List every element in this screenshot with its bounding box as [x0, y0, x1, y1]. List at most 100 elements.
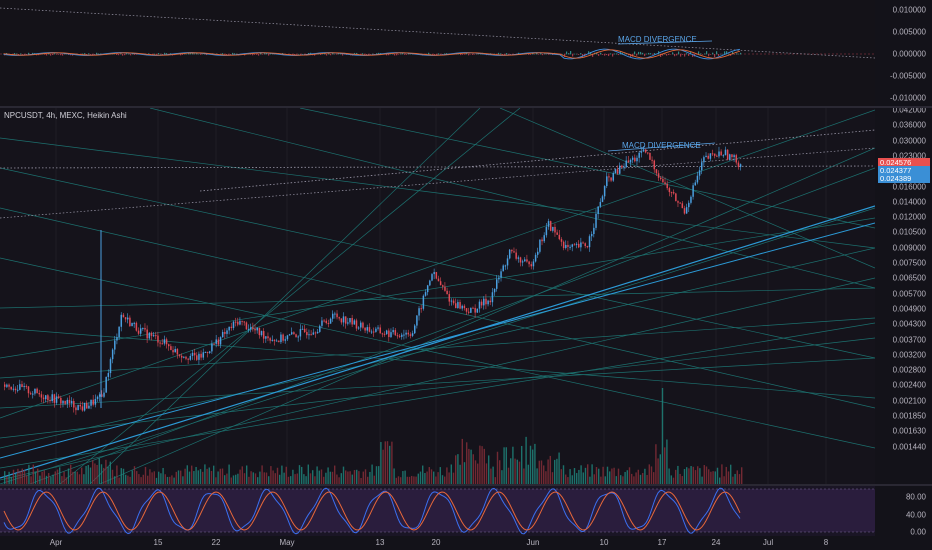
macd-bar — [398, 54, 400, 55]
volume-bar — [85, 465, 87, 484]
time-axis[interactable]: Apr 15 22 May 13 20 Jun 10 17 24 Jul 8 — [0, 536, 932, 550]
stochastic-axis[interactable]: 80.00 40.00 0.00 — [875, 486, 932, 536]
macd-bar — [622, 52, 624, 55]
pane-divider[interactable] — [0, 106, 932, 108]
macd-divergence-line — [617, 40, 713, 45]
time-tick-label: 8 — [823, 538, 829, 547]
volume-bar — [345, 470, 347, 484]
candle-body — [213, 343, 215, 345]
price-tick-label: 0.003700 — [892, 335, 926, 344]
candle-body — [383, 333, 386, 335]
volume-bar — [424, 472, 426, 484]
volume-bar — [52, 474, 54, 484]
volume-bar — [356, 469, 358, 484]
candle-body — [418, 308, 420, 316]
trendline — [0, 207, 875, 409]
candle-body — [379, 327, 381, 334]
volume-bar — [595, 466, 598, 484]
candle-body — [722, 155, 725, 157]
macd-bar — [124, 54, 126, 56]
macd-bar — [588, 51, 590, 55]
volume-bar — [294, 474, 296, 484]
macd-bar — [296, 54, 298, 55]
symbol-legend[interactable]: NPCUSDT, 4h, MEXC, Heikin Ashi — [4, 111, 127, 120]
candle-body — [49, 400, 51, 402]
macd-bar — [132, 53, 134, 55]
macd-bar — [650, 53, 652, 55]
trendline — [0, 337, 875, 439]
volume-bar — [622, 476, 624, 484]
macd-bar — [578, 54, 580, 55]
candle-body — [388, 330, 390, 338]
volume-bar — [655, 444, 657, 484]
candle-body — [398, 335, 401, 337]
trendline — [0, 357, 875, 409]
macd-bar — [368, 54, 370, 56]
candle-body — [660, 177, 662, 180]
macd-bar — [226, 54, 228, 56]
trendline — [59, 108, 521, 484]
macd-bar — [256, 54, 258, 55]
volume-bar — [701, 476, 703, 484]
candle-body — [562, 241, 565, 249]
candle-body — [737, 162, 740, 167]
volume-bar — [290, 476, 292, 484]
volume-bar — [186, 465, 188, 484]
volume-bar — [604, 476, 606, 484]
volume-bar — [738, 474, 741, 484]
macd-bar — [718, 54, 720, 56]
macd-bar — [310, 52, 312, 55]
volume-bar — [12, 469, 15, 484]
macd-bar — [14, 53, 16, 55]
volume-bar — [274, 473, 276, 484]
candle-body — [580, 242, 582, 248]
candle-body — [262, 331, 265, 339]
volume-bar — [175, 471, 177, 484]
candle-body — [200, 353, 202, 358]
candle-body — [114, 340, 116, 350]
divergence-line — [607, 142, 716, 152]
volume-bar — [496, 451, 499, 484]
trendline — [499, 108, 875, 269]
macd-bar — [538, 54, 540, 55]
macd-bar — [188, 53, 190, 55]
candle-body — [163, 339, 166, 344]
macd-axis[interactable]: 0.010000 0.005000 0.000000 -0.005000 -0.0100… — [875, 0, 932, 108]
volume-bars — [4, 388, 743, 484]
macd-bar — [692, 54, 694, 57]
macd-pane[interactable]: MACD DIVERGENCE — [0, 0, 875, 108]
macd-bar — [128, 53, 130, 55]
volume-bar — [578, 469, 580, 484]
volume-bar — [334, 465, 336, 484]
volume-bar — [32, 464, 34, 484]
stochastic-pane[interactable] — [0, 486, 875, 536]
volume-bar — [534, 443, 536, 484]
macd-bar — [258, 54, 260, 56]
candle-body — [66, 399, 69, 404]
candle-body — [12, 388, 15, 390]
volume-bar — [232, 475, 235, 484]
candle-body — [461, 305, 463, 309]
volume-bar — [301, 466, 303, 484]
volume-bar — [477, 463, 479, 484]
candle-body — [120, 314, 123, 327]
macd-bar — [58, 54, 60, 55]
volume-bar — [17, 468, 19, 484]
candle-body — [480, 301, 483, 306]
candle-body — [155, 335, 157, 337]
macd-bar — [592, 54, 594, 57]
volume-bar — [184, 468, 186, 484]
volume-bar — [307, 464, 309, 484]
volume-bar — [268, 476, 270, 484]
volume-bar — [716, 467, 719, 484]
candle-body — [323, 320, 325, 322]
volume-bar — [389, 445, 391, 484]
volume-bar — [188, 471, 191, 484]
candle-body — [519, 257, 522, 263]
pane-divider[interactable] — [0, 484, 932, 486]
candle-body — [275, 340, 278, 342]
price-pane[interactable]: MACD DIVERGENCE NPCUSDT, 4h, MEXC, Heiki… — [0, 108, 875, 484]
candle-body — [51, 394, 53, 402]
volume-bar — [287, 476, 290, 484]
macd-bar — [192, 53, 194, 55]
